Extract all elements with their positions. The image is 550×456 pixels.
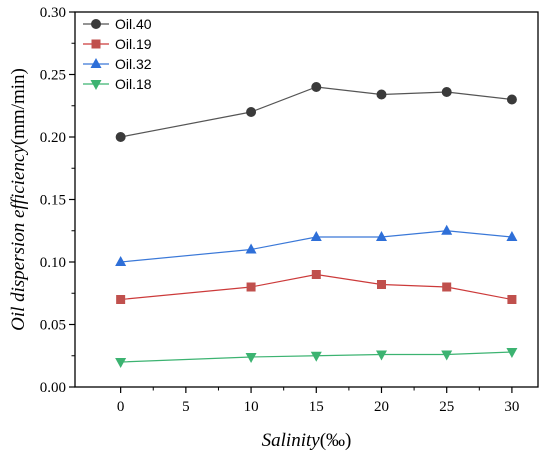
x-tick-label: 0 — [117, 399, 125, 415]
data-point-oil-18 — [375, 350, 387, 361]
x-tick-label: 20 — [374, 399, 389, 415]
y-tick-label: 0.30 — [40, 5, 66, 21]
x-tick-label: 10 — [244, 399, 259, 415]
y-tick-label: 0.10 — [40, 255, 66, 271]
x-tick-label: 30 — [504, 399, 519, 415]
data-point-oil-32 — [310, 231, 322, 241]
legend-marker — [90, 58, 102, 68]
legend-label: Oil.18 — [115, 76, 152, 92]
legend-label: Oil.19 — [115, 36, 152, 52]
y-tick-label: 0.20 — [40, 130, 66, 146]
data-point-oil-19 — [442, 282, 452, 292]
y-tick-label: 0.00 — [40, 380, 66, 396]
data-point-oil-18 — [245, 353, 257, 363]
data-point-oil-18 — [441, 350, 453, 361]
legend-item-oil-19: Oil.19 — [83, 36, 152, 52]
data-point-oil-32 — [115, 256, 127, 266]
legend-item-oil-40: Oil.40 — [83, 16, 152, 32]
data-point-oil-40 — [246, 107, 257, 117]
data-point-oil-18 — [115, 358, 127, 368]
data-point-oil-19 — [376, 280, 386, 289]
series-oil-32 — [115, 224, 518, 266]
legend-label: Oil.32 — [115, 56, 152, 72]
y-tick-label: 0.15 — [40, 193, 66, 209]
data-point-oil-19 — [246, 282, 256, 292]
series-line-oil-19 — [120, 273, 513, 301]
data-point-oil-19 — [116, 295, 126, 304]
y-tick-label: 0.25 — [40, 68, 66, 84]
series-line-oil-40 — [120, 86, 512, 138]
y-axis-title-main: Oil dispersion efficiency — [8, 145, 29, 331]
legend-item-oil-32: Oil.32 — [83, 56, 152, 72]
legend-marker — [90, 80, 102, 90]
plot-axes: 0 5 10 15 20 25 30 0.00 0.05 0.10 0.15 0.20 0.25 0.30 — [40, 5, 539, 415]
x-axis-title: Salinity(‰) — [262, 430, 352, 451]
data-point-oil-19 — [507, 295, 517, 304]
x-axis-title-unit: (‰) — [320, 430, 352, 451]
data-point-oil-40 — [115, 132, 126, 142]
y-tick-label: 0.05 — [40, 318, 66, 334]
series-oil-19 — [116, 270, 517, 304]
legend-item-oil-18: Oil.18 — [83, 76, 152, 92]
data-point-oil-18 — [310, 351, 322, 362]
series-oil-18 — [115, 348, 518, 368]
data-point-oil-40 — [376, 89, 387, 100]
series-line-oil-32 — [120, 230, 512, 263]
y-axis-title: Oil dispersion efficiency(mm/min) — [8, 68, 29, 331]
data-point-oil-19 — [311, 270, 321, 279]
legend: Oil.40 Oil.19 Oil.32 Oil.18 — [83, 16, 152, 92]
x-tick-label: 5 — [182, 399, 190, 415]
legend-marker — [91, 19, 101, 29]
data-point-oil-32 — [441, 224, 453, 235]
x-tick-label: 25 — [439, 399, 454, 415]
series-line-oil-18 — [120, 351, 512, 363]
legend-marker — [91, 39, 101, 49]
series-layer — [115, 82, 518, 368]
legend-label: Oil.40 — [115, 16, 152, 32]
data-point-oil-32 — [506, 231, 518, 241]
x-tick-label: 15 — [309, 399, 324, 415]
x-axis-title-main: Salinity — [262, 430, 321, 451]
data-point-oil-32 — [245, 243, 257, 254]
data-point-oil-18 — [506, 348, 518, 358]
data-point-oil-32 — [375, 231, 387, 241]
data-point-oil-40 — [506, 94, 517, 105]
data-point-oil-40 — [311, 82, 322, 92]
series-oil-40 — [115, 82, 517, 142]
data-point-oil-40 — [441, 87, 452, 97]
y-axis-title-unit: (mm/min) — [8, 68, 29, 145]
